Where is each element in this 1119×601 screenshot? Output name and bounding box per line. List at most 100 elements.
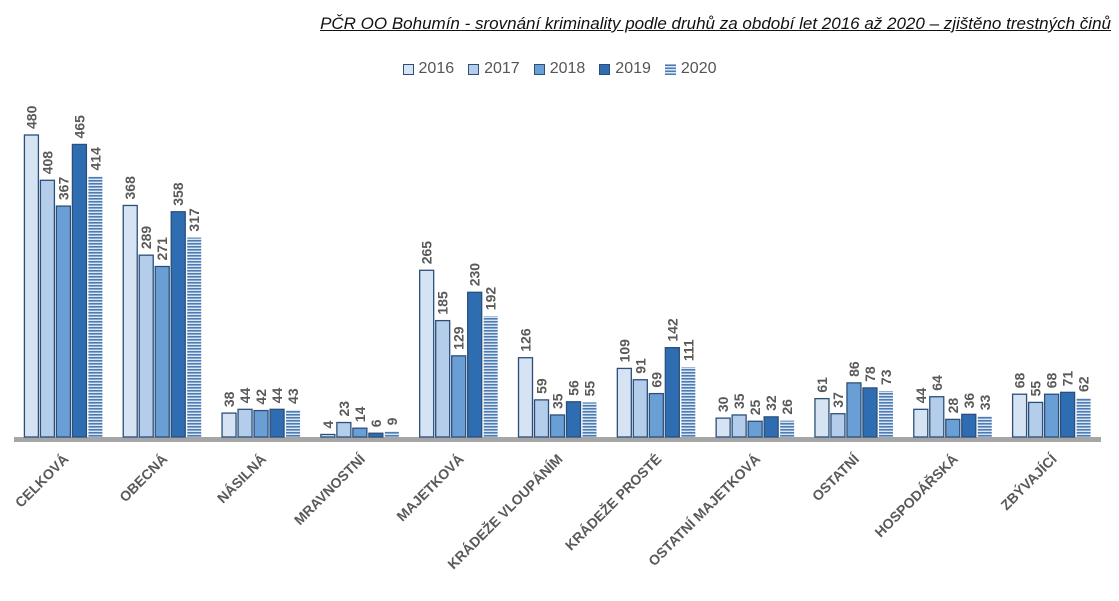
bar-2017-4 xyxy=(435,319,451,438)
legend-label: 2020 xyxy=(680,60,717,77)
category-label: CELKOVÁ xyxy=(12,451,72,511)
legend-swatch xyxy=(533,63,545,75)
category-label: ZBÝVAJÍCÍ xyxy=(997,449,1061,513)
data-label: 142 xyxy=(664,318,680,342)
bar-2020-1 xyxy=(187,237,202,437)
data-label: 61 xyxy=(814,377,830,393)
data-label: 367 xyxy=(55,177,71,201)
bar-2016-0 xyxy=(23,134,40,438)
data-label: 230 xyxy=(467,263,483,287)
category-label: NÁSILNÁ xyxy=(214,451,269,506)
bar-2016-5 xyxy=(517,357,534,438)
bar-2018-5 xyxy=(549,414,566,438)
data-label: 408 xyxy=(39,151,55,175)
legend-item-2018: 2018 xyxy=(533,60,585,78)
legend-item-2017: 2017 xyxy=(468,60,520,78)
data-label: 465 xyxy=(71,115,87,139)
category-label: OBECNÁ xyxy=(116,451,170,505)
bar-2019-0 xyxy=(71,143,88,438)
bar-2017-5 xyxy=(533,399,550,438)
data-label: 78 xyxy=(862,366,878,382)
bar-2016-6 xyxy=(616,367,632,438)
bar-2018-0 xyxy=(55,205,72,438)
data-label: 32 xyxy=(763,395,779,411)
data-label: 35 xyxy=(550,393,566,409)
bar-2018-1 xyxy=(154,265,170,438)
bar-2016-1 xyxy=(122,204,138,438)
bar-2020-3 xyxy=(384,431,399,437)
bar-2020-9 xyxy=(977,416,992,437)
data-label: 317 xyxy=(186,208,202,232)
bar-2017-1 xyxy=(138,254,154,438)
data-label: 55 xyxy=(1028,381,1044,397)
legend-item-2019: 2019 xyxy=(599,60,651,78)
data-label: 192 xyxy=(483,287,499,311)
bar-2020-2 xyxy=(286,409,301,437)
legend-item-2016: 2016 xyxy=(402,60,455,78)
bar-2017-10 xyxy=(1027,401,1044,438)
category-label: MAJETKOVÁ xyxy=(393,451,466,524)
bar-2020-4 xyxy=(483,316,498,437)
data-label: 111 xyxy=(680,339,696,361)
data-label: 73 xyxy=(878,369,894,385)
data-label: 86 xyxy=(846,361,862,377)
data-label: 37 xyxy=(830,392,846,408)
data-label: 129 xyxy=(451,326,467,350)
legend-swatch xyxy=(599,63,611,75)
bar-2020-6 xyxy=(681,367,696,437)
bar-2016-10 xyxy=(1011,393,1028,438)
bar-2017-0 xyxy=(39,179,56,438)
data-label: 23 xyxy=(336,401,352,417)
data-label: 265 xyxy=(419,241,435,265)
bar-2016-4 xyxy=(419,269,435,438)
bar-2019-8 xyxy=(862,387,878,438)
data-label: 358 xyxy=(170,182,186,206)
data-label: 64 xyxy=(929,375,945,391)
x-axis-baseline xyxy=(14,437,1101,442)
category-label: MRAVNOSTNÍ xyxy=(291,450,369,528)
data-label: 59 xyxy=(534,378,550,394)
bar-2018-10 xyxy=(1043,393,1060,438)
bar-2019-10 xyxy=(1059,391,1076,438)
data-label: 480 xyxy=(23,105,39,129)
data-label: 25 xyxy=(747,399,763,415)
category-label: KRÁDEŽE VLOUPÁNÍM xyxy=(444,450,566,572)
data-label: 68 xyxy=(1012,372,1028,388)
category-label: OSTATNÍ MAJETKOVÁ xyxy=(645,451,763,569)
category-label: KRÁDEŽE PROSTÉ xyxy=(561,450,664,553)
bar-2018-9 xyxy=(945,418,961,438)
data-label: 44 xyxy=(237,388,253,404)
bar-2017-2 xyxy=(237,408,253,438)
data-label: 43 xyxy=(285,388,301,404)
bar-2018-2 xyxy=(253,409,269,438)
legend-label: 2016 xyxy=(418,60,455,77)
bar-2018-8 xyxy=(846,382,862,438)
bar-2016-3 xyxy=(320,433,336,438)
legend-swatch xyxy=(402,63,414,75)
data-label: 368 xyxy=(122,176,138,200)
bar-2018-3 xyxy=(352,427,368,438)
bar-2020-8 xyxy=(878,391,893,437)
data-label: 91 xyxy=(632,358,648,374)
data-label: 26 xyxy=(779,399,795,415)
category-label: HOSPODÁŘSKÁ xyxy=(871,450,961,540)
data-label: 35 xyxy=(731,393,747,409)
legend-swatch xyxy=(664,63,676,75)
bar-2020-5 xyxy=(582,402,597,437)
data-label: 68 xyxy=(1044,372,1060,388)
bar-2019-7 xyxy=(763,416,779,438)
data-label: 62 xyxy=(1076,376,1092,392)
data-label: 271 xyxy=(154,237,170,261)
bar-2019-4 xyxy=(467,291,483,438)
bar-2016-8 xyxy=(814,397,830,438)
legend: 2016 2017 2018 2019 2020 xyxy=(0,60,1119,78)
data-label: 55 xyxy=(582,381,598,397)
category-label: OSTATNÍ xyxy=(809,450,863,504)
legend-swatch xyxy=(468,63,480,75)
data-label: 14 xyxy=(352,406,368,422)
data-label: 185 xyxy=(435,291,451,315)
data-label: 9 xyxy=(384,417,400,425)
bar-2019-3 xyxy=(368,432,384,438)
data-label: 4 xyxy=(320,420,336,428)
